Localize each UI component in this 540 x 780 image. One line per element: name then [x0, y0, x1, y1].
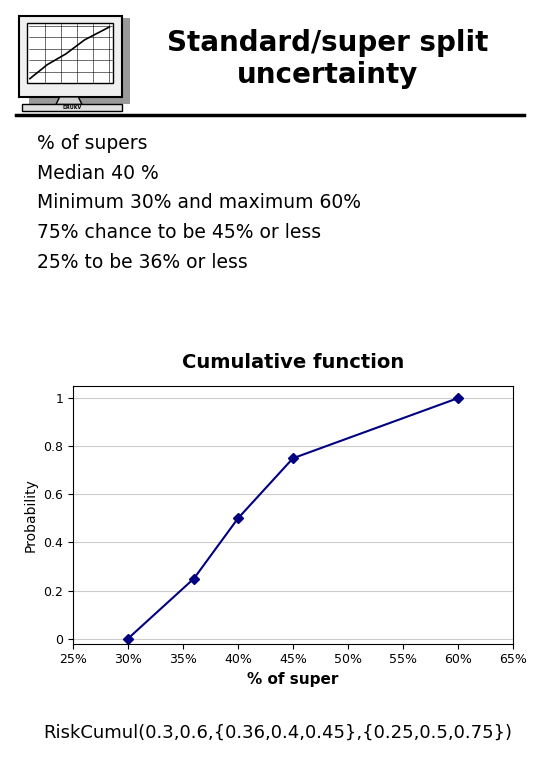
- Polygon shape: [23, 105, 122, 111]
- Text: DRUKV: DRUKV: [63, 105, 82, 110]
- Polygon shape: [29, 19, 131, 105]
- Text: RiskCumul(0.3,0.6,{0.36,0.4,0.45},{0.25,0.5,0.75}): RiskCumul(0.3,0.6,{0.36,0.4,0.45},{0.25,…: [43, 724, 512, 743]
- Text: Minimum 30% and maximum 60%: Minimum 30% and maximum 60%: [37, 193, 361, 212]
- Text: Standard/super split
uncertainty: Standard/super split uncertainty: [166, 29, 488, 90]
- Text: % of supers: % of supers: [37, 133, 147, 153]
- Polygon shape: [28, 23, 113, 83]
- Polygon shape: [56, 97, 82, 105]
- Text: Cumulative function: Cumulative function: [182, 353, 404, 372]
- Text: 25% to be 36% or less: 25% to be 36% or less: [37, 253, 247, 272]
- Text: Median 40 %: Median 40 %: [37, 164, 158, 183]
- Text: 75% chance to be 45% or less: 75% chance to be 45% or less: [37, 223, 321, 242]
- X-axis label: % of super: % of super: [247, 672, 339, 686]
- Polygon shape: [19, 16, 122, 97]
- Y-axis label: Probability: Probability: [24, 478, 38, 551]
